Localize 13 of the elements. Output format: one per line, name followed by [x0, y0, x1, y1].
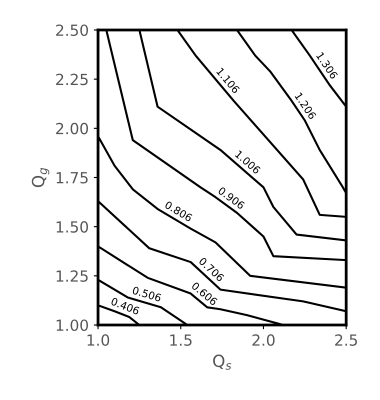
- y-tick-label: 2.50: [56, 24, 88, 36]
- x-axis-title: Q$_{s}$: [213, 354, 232, 370]
- y-tick-label: 2.25: [56, 74, 88, 86]
- x-tick-label: 1.0: [88, 334, 110, 346]
- y-tick-label: 1.75: [56, 172, 88, 184]
- y-axis-title: Q$_{g}$: [32, 168, 50, 188]
- y-tick-label: 1.25: [56, 270, 88, 282]
- y-tick-label: 1.00: [56, 319, 88, 332]
- x-tick-label: 2.0: [252, 334, 275, 346]
- x-tick-label: 1.5: [170, 334, 192, 346]
- y-tick-label: 2.00: [56, 122, 88, 134]
- x-tick-label: 2.5: [335, 334, 357, 346]
- y-tick-label: 1.50: [56, 221, 88, 233]
